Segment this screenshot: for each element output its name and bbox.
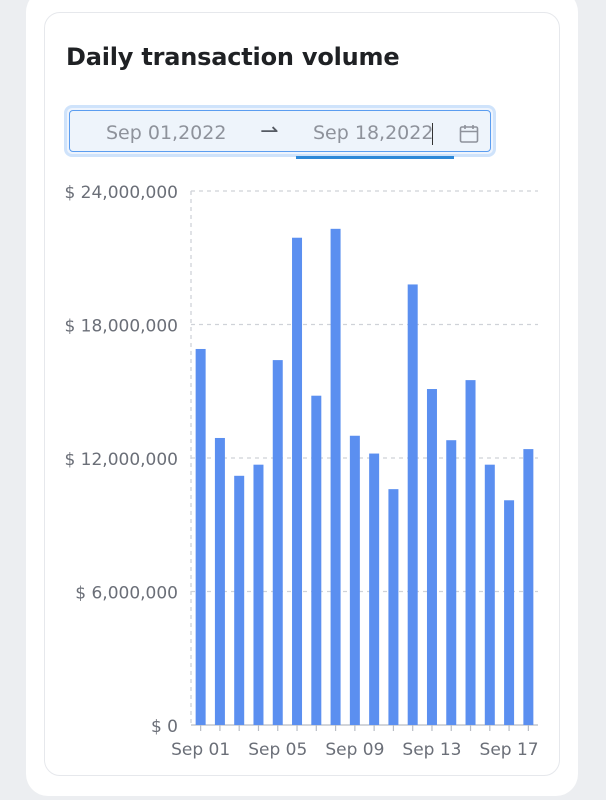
card-title: Daily transaction volume [66,43,400,71]
x-tick-label: Sep 01 [171,740,230,760]
bar-sep-09[interactable] [349,435,360,725]
start-date-input[interactable]: Sep 01,2022 [106,122,227,144]
x-tick-label: Sep 13 [402,740,461,760]
arrow-right-icon: ⇀ [260,119,279,144]
bar-sep-11[interactable] [388,489,399,725]
bar-sep-18[interactable] [523,449,534,725]
grid-lines [191,190,538,593]
date-range-field: Sep 01,2022 ⇀ Sep 18,2022 [69,110,491,159]
y-tick-label: $ 0 [151,717,178,737]
x-tick-labels: Sep 01 Sep 05 Sep 09 Sep 13 Sep 17 [171,740,539,760]
x-tick-label: Sep 09 [325,740,384,760]
axes [190,191,538,731]
bar-sep-16[interactable] [484,464,495,725]
y-tick-label: $ 18,000,000 [64,317,178,337]
bar-sep-07[interactable] [311,395,322,725]
y-tick-label: $ 6,000,000 [75,584,178,604]
bar-sep-08[interactable] [330,228,341,725]
x-tick-label: Sep 17 [480,740,539,760]
end-date-input[interactable]: Sep 18,2022 [313,122,434,144]
y-tick-label: $ 24,000,000 [64,183,178,203]
bars [195,228,534,725]
x-tick-label: Sep 05 [248,740,307,760]
text-cursor [432,123,433,145]
bar-sep-12[interactable] [407,284,418,725]
bar-sep-10[interactable] [369,453,380,725]
bar-sep-04[interactable] [253,464,264,725]
active-input-underline [296,156,454,159]
bar-sep-17[interactable] [504,500,515,725]
bar-sep-15[interactable] [465,380,476,725]
bar-sep-02[interactable] [214,437,225,725]
y-tick-label: $ 12,000,000 [64,450,178,470]
calendar-icon[interactable] [458,123,480,145]
bar-sep-05[interactable] [272,360,283,725]
bar-sep-14[interactable] [446,440,457,725]
bar-sep-03[interactable] [234,475,245,725]
bar-sep-01[interactable] [195,348,206,725]
date-range-picker[interactable]: Sep 01,2022 ⇀ Sep 18,2022 [64,105,496,159]
bar-sep-13[interactable] [426,389,437,725]
bar-sep-06[interactable] [292,237,303,725]
y-tick-labels: $ 0 $ 6,000,000 $ 12,000,000 $ 18,000,000 $ … [64,183,178,737]
